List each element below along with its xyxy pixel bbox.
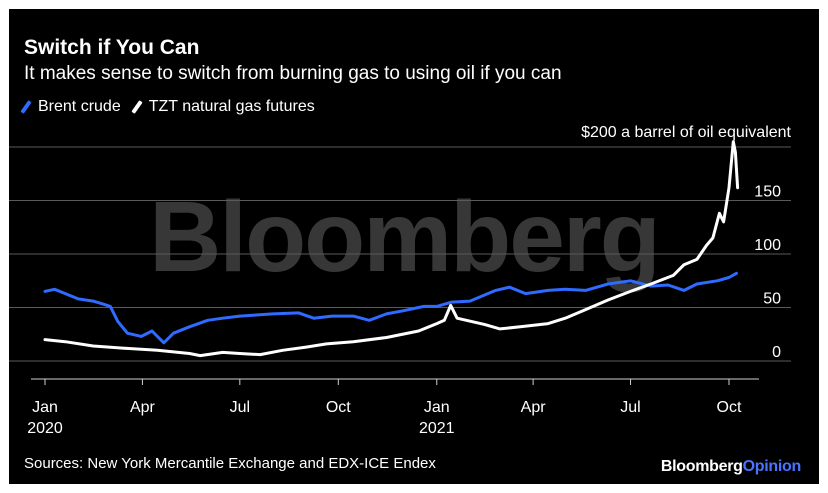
series-line-brent — [43, 271, 738, 345]
x-tick-label: Jul — [620, 399, 640, 416]
y-tick-label: 0 — [772, 344, 781, 361]
line-chart: Bloomberg 0 50 100 150 Jan 2020 Apr Jul Oct Jan 20… — [9, 124, 792, 437]
x-tick-label: Apr — [130, 399, 156, 416]
x-tick-label: Apr — [521, 399, 547, 416]
chart-subtitle: It makes sense to switch from burning ga… — [24, 63, 562, 84]
y-tick-label: 100 — [754, 237, 781, 254]
legend-label-brent: Brent crude — [38, 98, 121, 115]
y-tick-label: 50 — [763, 291, 781, 308]
series-line-tzt — [43, 140, 740, 358]
brand-accent: Opinion — [742, 458, 802, 475]
legend: Brent crude TZT natural gas futures — [20, 98, 329, 116]
chart-annotation: $200 a barrel of oil equivalent — [581, 124, 791, 141]
x-tick-label: Jan — [424, 399, 450, 416]
x-tick-label: Oct — [717, 399, 742, 416]
legend-item-brent: Brent crude — [20, 98, 121, 116]
x-tick-label: Jul — [230, 399, 250, 416]
watermark-logo: Bloomberg — [149, 181, 659, 293]
x-tick-sublabel: 2020 — [27, 420, 63, 437]
chart-card: Switch if You Can It makes sense to swit… — [9, 9, 819, 484]
x-tick-sublabel: 2021 — [419, 420, 455, 437]
brand-name: Bloomberg — [660, 458, 743, 475]
y-tick-label: 150 — [754, 184, 781, 201]
chart-title: Switch if You Can — [24, 36, 200, 59]
legend-label-tzt: TZT natural gas futures — [148, 98, 315, 115]
x-tick-label: Oct — [326, 399, 351, 416]
brand-logo: BloombergOpinion — [661, 458, 801, 476]
x-tick-label: Jan — [32, 399, 58, 416]
source-note: Sources: New York Mercantile Exchange an… — [24, 455, 436, 472]
legend-item-tzt: TZT natural gas futures — [131, 98, 315, 116]
